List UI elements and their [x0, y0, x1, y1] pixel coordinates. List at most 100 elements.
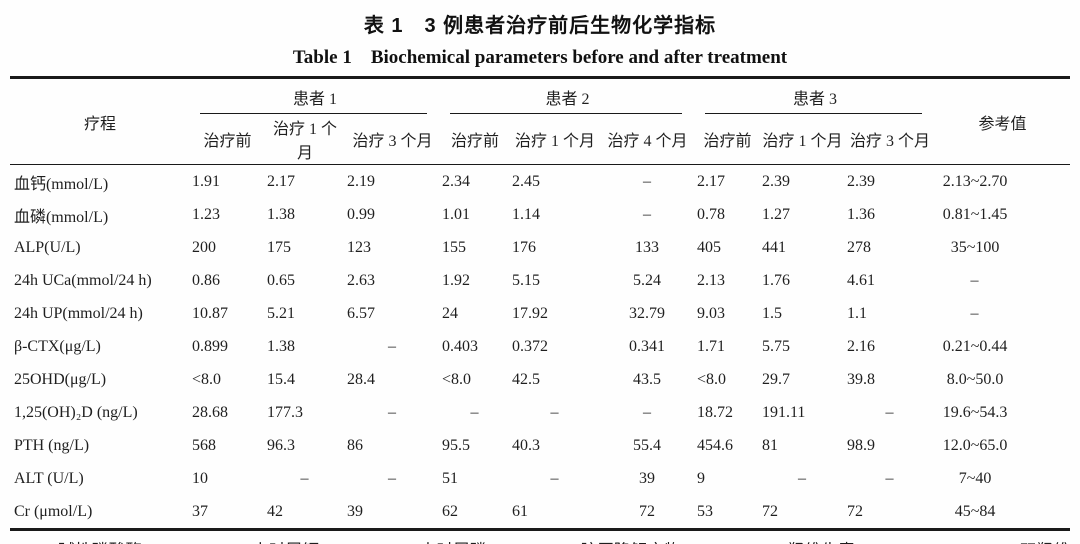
- cell-value: 42.5: [511, 370, 540, 388]
- cell-value: 405: [697, 238, 722, 256]
- cell-value: 2.13: [697, 271, 726, 289]
- cell-value: 28.4: [346, 370, 375, 388]
- cell-value: 568: [191, 436, 216, 454]
- group-header-row: 疗程 患者 1 患者 2 患者 3 参考值: [9, 77, 1071, 165]
- row-label: 血钙(mmol/L): [13, 175, 109, 193]
- cell-value: 39: [346, 502, 363, 520]
- row-label: 血磷(mmol/L): [13, 208, 109, 226]
- cell-value: 2.17: [697, 172, 726, 190]
- table-row: ALT (U/L) 10 – – 51 – 39 9 – – 7~40: [10, 462, 1070, 495]
- cell-value: 454.6: [697, 436, 734, 454]
- column-header-p3-pretreatment: 治疗前: [695, 114, 761, 165]
- row-label: 24h UP(mmol/24 h): [13, 304, 143, 322]
- cell-value: <8.0: [191, 370, 221, 388]
- table-row: 24h UCa(mmol/24 h) 0.86 0.65 2.63 1.92 5.15 5.…: [10, 264, 1070, 297]
- cell-reference: –: [970, 271, 979, 289]
- cell-value: –: [885, 403, 894, 421]
- cell-value: 0.99: [346, 205, 375, 223]
- cell-value: 24: [441, 304, 458, 322]
- cell-value: 6.57: [346, 304, 375, 322]
- cell-value: 0.65: [266, 271, 295, 289]
- cell-value: 1.01: [441, 205, 470, 223]
- row-label: ALP(U/L): [13, 238, 81, 256]
- cell-value: 39.8: [847, 370, 876, 388]
- table-row: PTH (ng/L) 568 96.3 86 95.5 40.3 55.4 454.6 81 98…: [10, 429, 1070, 462]
- row-label: Cr (μmol/L): [13, 502, 93, 520]
- cell-value: 40.3: [511, 436, 540, 454]
- cell-value: 86: [346, 436, 363, 454]
- cell-value: 98.9: [847, 436, 876, 454]
- column-header-p2-month1: 治疗 1 个月: [509, 114, 600, 165]
- table-row: 25OHD(μg/L) <8.0 15.4 28.4 <8.0 42.5 43.5 <8.0 2…: [10, 363, 1070, 396]
- cell-value: 175: [266, 238, 291, 256]
- cell-value: –: [643, 403, 651, 421]
- cell-value: 1.36: [847, 205, 876, 223]
- table-row: 1,25(OH)₂D (ng/L) 28.68 177.3 – – – – 18.72 191.…: [10, 396, 1070, 429]
- table-row: β-CTX(μg/L) 0.899 1.38 – 0.403 0.372 0.341 1.71…: [10, 330, 1070, 363]
- cell-value: 96.3: [266, 436, 295, 454]
- group-header-patient-2: 患者 2: [440, 78, 695, 115]
- row-label: PTH (ng/L): [13, 436, 90, 454]
- cell-reference: 12.0~65.0: [942, 436, 1008, 454]
- cell-value: 1.14: [511, 205, 540, 223]
- cell-value: 39: [639, 469, 655, 487]
- cell-reference: 2.13~2.70: [942, 172, 1008, 190]
- cell-value: 17.92: [511, 304, 548, 322]
- cell-value: 155: [441, 238, 466, 256]
- cell-value: 72: [847, 502, 864, 520]
- column-header-p2-month4: 治疗 4 个月: [599, 114, 696, 165]
- cell-value: 61: [511, 502, 528, 520]
- cell-value: 441: [762, 238, 787, 256]
- cell-value: 9.03: [697, 304, 726, 322]
- column-header-p1-month1: 治疗 1 个月: [264, 114, 345, 165]
- cell-value: 191.11: [762, 403, 806, 421]
- cell-value: 2.63: [346, 271, 375, 289]
- cell-value: 1.1: [847, 304, 868, 322]
- cell-value: 2.16: [847, 337, 876, 355]
- table-row: 血钙(mmol/L) 1.91 2.17 2.19 2.34 2.45 – 2.17 2.39 2…: [10, 165, 1070, 199]
- cell-value: 177.3: [266, 403, 303, 421]
- row-label: β-CTX(μg/L): [13, 337, 101, 355]
- cell-reference: 0.81~1.45: [942, 205, 1008, 223]
- cell-value: –: [300, 469, 309, 487]
- biochemical-parameters-table: 疗程 患者 1 患者 2 患者 3 参考值 治疗前 治疗 1 个月 治疗 3 个…: [9, 76, 1071, 531]
- column-header-reference: 参考值: [935, 77, 1071, 165]
- cell-value: 0.372: [511, 337, 548, 355]
- cell-value: 53: [697, 502, 714, 520]
- cell-value: 72: [639, 502, 655, 520]
- cell-value: 2.17: [266, 172, 295, 190]
- cell-value: 2.45: [511, 172, 540, 190]
- cell-value: 1.27: [762, 205, 791, 223]
- cell-reference: –: [970, 304, 979, 322]
- cell-value: –: [387, 469, 396, 487]
- cell-value: 0.403: [441, 337, 478, 355]
- group-header-patient-3: 患者 3: [695, 78, 935, 115]
- cell-value: 0.899: [191, 337, 228, 355]
- cell-value: 2.19: [346, 172, 375, 190]
- cell-value: –: [798, 469, 807, 487]
- column-header-p1-month3: 治疗 3 个月: [344, 114, 440, 165]
- cell-value: 55.4: [633, 436, 661, 454]
- table-body: 血钙(mmol/L) 1.91 2.17 2.19 2.34 2.45 – 2.17 2.39 2…: [10, 165, 1070, 530]
- cell-reference: 45~84: [954, 502, 996, 520]
- cell-value: 0.341: [629, 337, 665, 355]
- cell-value: –: [643, 172, 651, 190]
- cell-value: 10.87: [191, 304, 228, 322]
- cell-reference: 19.6~54.3: [942, 403, 1008, 421]
- table-row: Cr (μmol/L) 37 42 39 62 61 72 53 72 72 45~84: [10, 495, 1070, 530]
- cell-reference: 35~100: [950, 238, 1000, 256]
- column-header-p2-pretreatment: 治疗前: [439, 114, 510, 165]
- cell-value: 43.5: [633, 370, 661, 388]
- cell-value: –: [470, 403, 479, 421]
- table-row: 24h UP(mmol/24 h) 10.87 5.21 6.57 24 17.92 32.…: [10, 297, 1070, 330]
- group-header-patient-1: 患者 1: [190, 78, 440, 115]
- cell-value: 5.75: [762, 337, 791, 355]
- table-title-zh: 表 1 3 例患者治疗前后生物化学指标: [363, 15, 717, 37]
- cell-value: 15.4: [266, 370, 295, 388]
- row-label: 25OHD(μg/L): [13, 370, 107, 388]
- cell-value: 278: [847, 238, 872, 256]
- column-header-course: 疗程: [9, 77, 190, 165]
- cell-value: 5.24: [633, 271, 661, 289]
